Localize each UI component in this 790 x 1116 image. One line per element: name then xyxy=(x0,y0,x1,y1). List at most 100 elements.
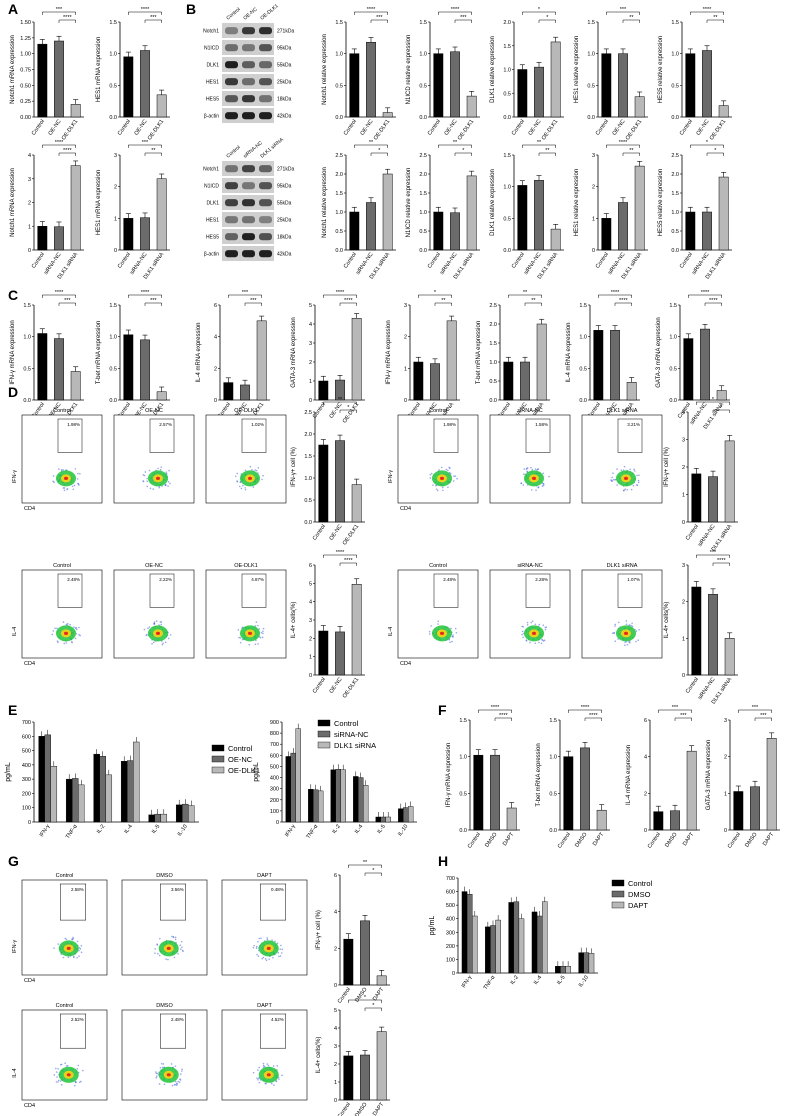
density-max xyxy=(624,632,628,635)
event-dot xyxy=(257,643,259,645)
x-tick-label: OE-DLK1 xyxy=(342,524,360,547)
event-dot xyxy=(152,488,154,490)
flow-y-label: IFN-γ xyxy=(388,470,394,484)
event-dot xyxy=(268,1065,270,1067)
event-dot xyxy=(638,480,640,482)
event-dot xyxy=(626,620,628,622)
y-tick-label: 1.0 xyxy=(335,52,343,58)
bar xyxy=(352,485,361,522)
bar xyxy=(176,805,182,822)
event-dot xyxy=(266,959,268,961)
event-dot xyxy=(450,628,452,630)
protein-label: β-actin xyxy=(204,252,219,258)
event-dot xyxy=(262,475,264,477)
event-dot xyxy=(548,476,550,478)
event-dot xyxy=(64,487,66,489)
bar-chart-29: 0123GATA-3 mRNA expressionControl DMSO DAP… xyxy=(706,705,780,850)
bar xyxy=(708,594,717,675)
gate-percent: 2.48% xyxy=(67,577,80,582)
bar xyxy=(551,42,560,117)
bar xyxy=(725,638,734,675)
event-dot xyxy=(238,629,240,631)
event-dot xyxy=(253,1072,255,1074)
bar xyxy=(308,789,313,822)
y-tick-label: 0.5 xyxy=(671,83,679,89)
gate-percent: 2.57% xyxy=(159,422,172,427)
y-tick-label: 6 xyxy=(334,873,337,879)
bar-chart-0: 0.000.250.500.751.001.251.50Notch1 mRNA … xyxy=(10,7,84,141)
event-dot xyxy=(429,474,431,476)
bar xyxy=(467,176,476,250)
bar xyxy=(725,441,734,522)
bar xyxy=(702,212,711,250)
legend-swatch xyxy=(612,902,624,908)
flow-plot: DAPT4.52% xyxy=(222,1003,307,1100)
flow-plot: Control1.98%IFN-γCD4 xyxy=(12,408,102,512)
band xyxy=(242,182,255,189)
band xyxy=(259,112,272,119)
bar xyxy=(635,166,644,250)
event-dot xyxy=(624,488,626,490)
bar-chart-26: 0.00.51.01.5IFN-γ mRNA expressionControl… xyxy=(446,705,520,850)
event-dot xyxy=(626,623,628,625)
event-dot xyxy=(542,624,544,626)
flow-plot: siRNA-NC1.58% xyxy=(490,408,570,503)
bar xyxy=(734,792,743,831)
event-dot xyxy=(282,949,284,951)
lane-label: Control xyxy=(225,145,241,160)
band xyxy=(242,27,255,34)
bar-chart-17: 012345GATA-3 mRNA expressionControl OE-NC… xyxy=(291,290,365,424)
x-tick-label: Control xyxy=(312,524,327,542)
event-dot xyxy=(53,475,55,477)
event-dot xyxy=(623,490,625,492)
y-tick-label: 0.5 xyxy=(503,216,511,222)
event-dot xyxy=(160,469,162,471)
bar-chart-11: 0.00.51.01.5DLK1 relative expressionCont… xyxy=(490,140,564,280)
event-dot xyxy=(145,471,147,473)
event-dot xyxy=(52,481,54,483)
size-label: 18kDa xyxy=(277,97,292,103)
event-dot xyxy=(67,488,69,490)
y-tick-label: 1.0 xyxy=(503,68,511,74)
bar-chart-3: 0.00.51.01.5N1ICD relative expressionCon… xyxy=(406,7,480,141)
y-axis-label: IFN-γ mRNA expression xyxy=(10,320,16,384)
y-tick-label: 1 xyxy=(28,224,31,230)
y-axis-label: HES1 mRNA expression xyxy=(96,170,102,235)
event-dot xyxy=(77,478,79,480)
event-dot xyxy=(240,637,242,639)
protein-label: β-actin xyxy=(204,114,219,120)
bar-chart-6: 0.00.51.01.5HES5 relative expressionCont… xyxy=(658,7,732,141)
legend-swatch xyxy=(318,731,330,737)
significance-label: *** xyxy=(150,298,157,304)
band xyxy=(259,27,272,34)
plot-title: DLK1 siRNA xyxy=(607,563,638,569)
bar-chart-10: 0.0 0.5 1.0 1.5 2.0 2.5 N1ICD relative express… xyxy=(406,140,480,280)
y-tick-label: 3 xyxy=(334,1044,337,1050)
x-tick-label: Control xyxy=(337,1102,352,1116)
significance-label: *** xyxy=(760,713,767,719)
y-tick-label: 5 xyxy=(309,581,312,587)
flow-plot: OE-DLK11.02% xyxy=(206,408,286,503)
event-dot xyxy=(636,475,638,477)
y-tick-label: 0.5 xyxy=(304,498,312,504)
bar-chart-16: 0246IL-4 mRNA expressionControl OE-NCOE-D… xyxy=(196,290,270,424)
bar xyxy=(54,41,63,117)
y-axis-label: Notch1 relative expression xyxy=(322,34,328,105)
event-dot xyxy=(253,945,255,947)
panel-letter-d: D xyxy=(8,384,18,400)
significance-label: *** xyxy=(242,290,249,296)
event-dot xyxy=(536,469,538,471)
event-dot xyxy=(56,1076,58,1078)
x-tick-label: OE-DLK1 xyxy=(373,119,391,142)
y-tick-label: 1.5 xyxy=(459,718,467,724)
bar xyxy=(341,770,346,822)
event-dot xyxy=(164,1083,166,1085)
x-tick-label: DMSO xyxy=(484,831,499,849)
bar xyxy=(78,785,84,822)
legend-label: Control xyxy=(228,744,253,753)
bar xyxy=(124,57,133,117)
event-dot xyxy=(165,642,167,644)
band xyxy=(225,182,238,189)
significance-label: **** xyxy=(141,290,150,296)
y-tick-label: 2 xyxy=(309,360,312,366)
